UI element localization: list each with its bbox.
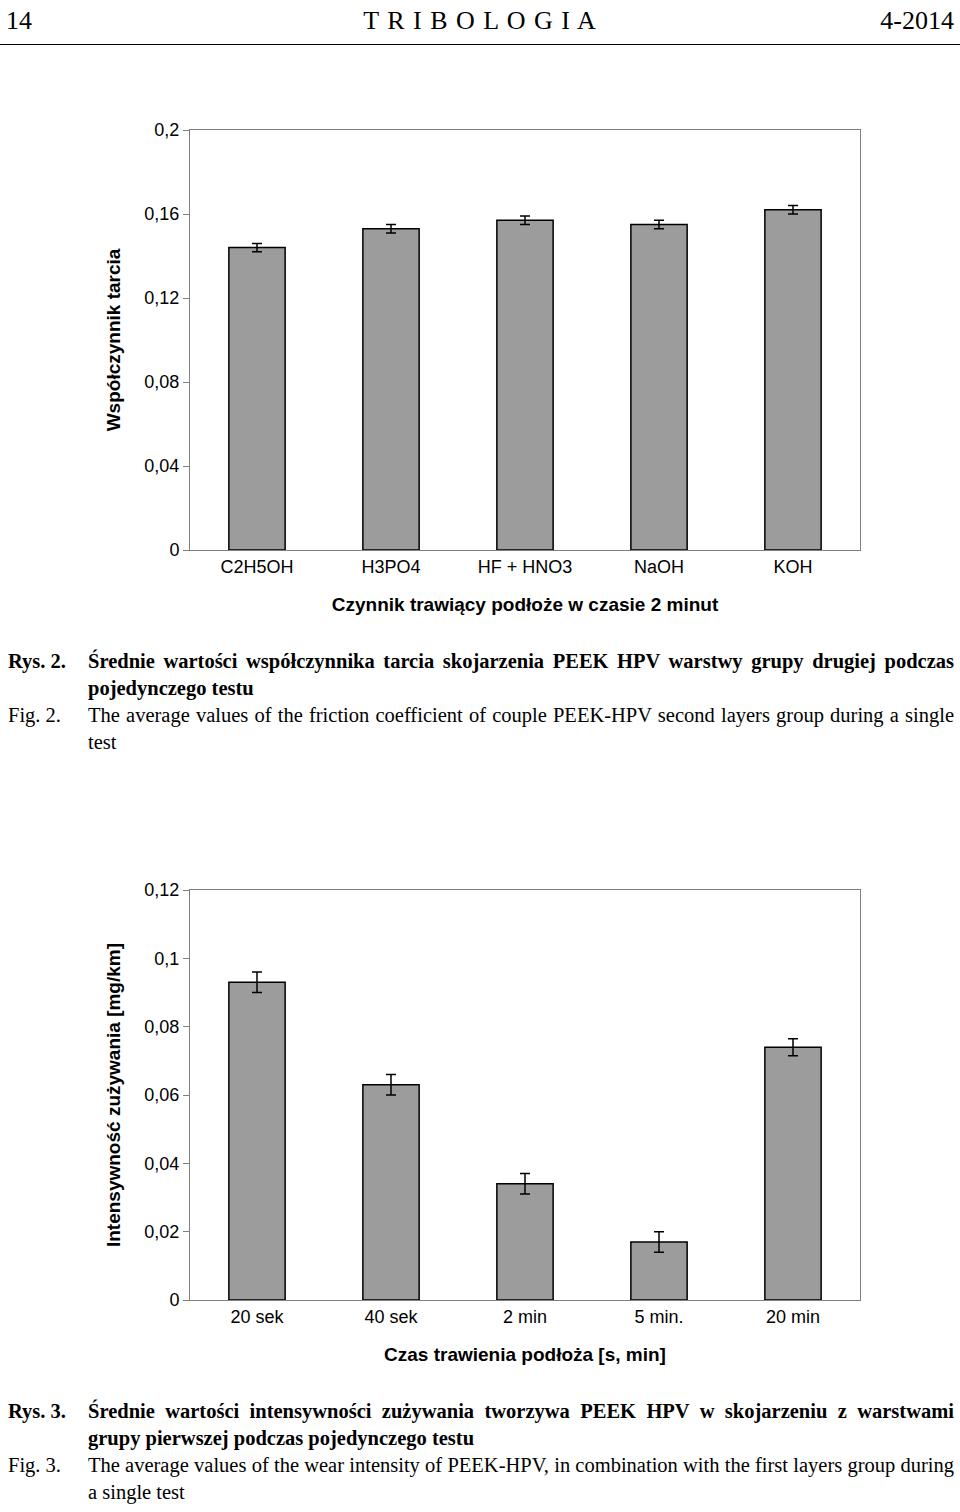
html-text:Średnie wartości współczynnika: Średnie wartości współczynnika tarcia sk… [88, 650, 954, 699]
html-text:4-2014: 4-2014 [880, 6, 954, 35]
svg-text:0,2: 0,2 [154, 120, 179, 140]
svg-text:Współczynnik tarcia: Współczynnik tarcia [103, 248, 124, 431]
svg-text:0,06: 0,06 [144, 1085, 179, 1105]
svg-text:C2H5OH: C2H5OH [220, 557, 293, 577]
svg-text:0: 0 [169, 1290, 179, 1310]
svg-text:H3PO4: H3PO4 [361, 557, 420, 577]
svg-text:Intensywność zużywania [mg/km]: Intensywność zużywania [mg/km] [103, 943, 124, 1247]
svg-text:20 min: 20 min [766, 1307, 820, 1327]
svg-text:NaOH: NaOH [634, 557, 684, 577]
svg-text:0,16: 0,16 [144, 204, 179, 224]
html-text:Fig. 3.: Fig. 3. [8, 1454, 61, 1476]
svg-text:0,04: 0,04 [144, 456, 179, 476]
html-text:The average values of the fric: The average values of the friction coeff… [88, 704, 954, 753]
svg-text:0,04: 0,04 [144, 1154, 179, 1174]
html-text:Rys. 2.: Rys. 2. [8, 650, 66, 672]
svg-text:0,08: 0,08 [144, 372, 179, 392]
svg-text:0: 0 [169, 540, 179, 560]
svg-text:HF + HNO3: HF + HNO3 [478, 557, 573, 577]
svg-text:2 min: 2 min [503, 1307, 547, 1327]
svg-text:5 min.: 5 min. [634, 1307, 683, 1327]
svg-text:KOH: KOH [773, 557, 812, 577]
svg-text:0,02: 0,02 [144, 1222, 179, 1242]
svg-text:20 sek: 20 sek [230, 1307, 284, 1327]
svg-text:0,12: 0,12 [144, 288, 179, 308]
html-text:T R I B O L O G I A: T R I B O L O G I A [363, 6, 597, 35]
html-text:14: 14 [6, 6, 32, 35]
svg-text:40 sek: 40 sek [364, 1307, 418, 1327]
html-text:Średnie wartości intensywności: Średnie wartości intensywności zużywania… [88, 1400, 954, 1449]
svg-text:Czas trawienia podłoża [s, min: Czas trawienia podłoża [s, min] [384, 1344, 666, 1365]
svg-text:0,12: 0,12 [144, 880, 179, 900]
html-text:The average values of the wear: The average values of the wear intensity… [88, 1454, 954, 1503]
svg-text:Czynnik trawiący podłoże w cza: Czynnik trawiący podłoże w czasie 2 minu… [332, 594, 719, 615]
svg-text:0,08: 0,08 [144, 1017, 179, 1037]
html-text:Fig. 2.: Fig. 2. [8, 704, 61, 726]
html-text:Rys. 3.: Rys. 3. [8, 1400, 66, 1422]
svg-text:0,1: 0,1 [154, 949, 179, 969]
